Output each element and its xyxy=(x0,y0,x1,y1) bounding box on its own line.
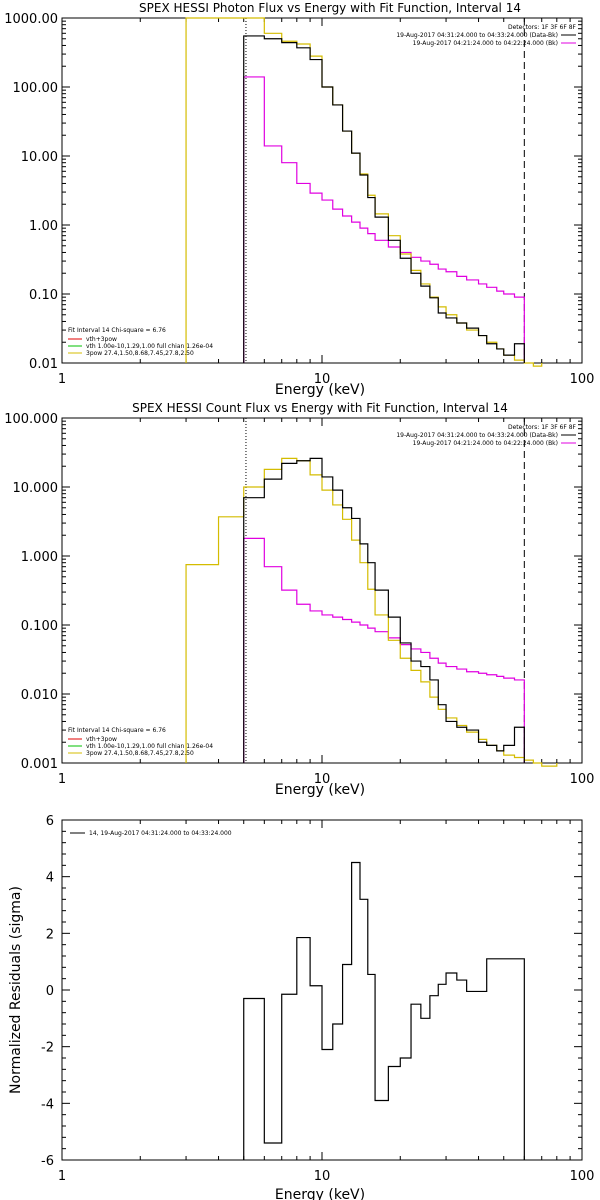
legend-bk: 19-Aug-2017 04:21:24.000 to 04:22:24.000… xyxy=(413,40,558,47)
photon-flux-chart: SPEX HESSI Photon Flux vs Energy with Fi… xyxy=(4,1,595,398)
residuals-chart: 1 10 100 6 4 2 0 -2 -4 -6 Normalized Residuals (s… xyxy=(8,814,595,1200)
y-tick-label: 0.01 xyxy=(29,357,58,372)
legend-total: vth+3pow xyxy=(86,736,117,743)
x-tick-label: 10 xyxy=(314,1169,331,1184)
legend-bk: 19-Aug-2017 04:21:24.000 to 04:22:24.000… xyxy=(413,440,558,447)
legend-3pow: 3pow 27.4,1.50,8.68,7.45,27.8,2.50 xyxy=(86,350,194,357)
bk-histogram xyxy=(243,537,525,763)
legend-label: 14, 19-Aug-2017 04:31:24.000 to 04:33:24… xyxy=(89,830,232,837)
x-tick-label: 10 xyxy=(314,772,331,787)
x-tick-label: 1 xyxy=(58,1169,66,1184)
x-tick-label: 100 xyxy=(570,1169,595,1184)
y-tick-label: 100.00 xyxy=(13,81,59,96)
x-axis-label: Energy (keV) xyxy=(275,1187,365,1200)
chart-title: SPEX HESSI Photon Flux vs Energy with Fi… xyxy=(139,1,521,15)
data-bk-histogram xyxy=(243,35,525,363)
y-tick-label: 0.010 xyxy=(21,688,58,703)
legend-data-bk: 19-Aug-2017 04:31:24.000 to 04:33:24.000… xyxy=(396,432,558,439)
y-tick-label: 10.00 xyxy=(21,150,58,165)
y-tick-label: 6 xyxy=(46,814,54,829)
data-bk-histogram xyxy=(243,457,525,763)
y-tick-label: 1.000 xyxy=(21,550,58,565)
legend-data-bk: 19-Aug-2017 04:31:24.000 to 04:33:24.000… xyxy=(396,32,558,39)
legend-vth: vth 1.00e-10,1.29,1.00 full chian 1.26e-… xyxy=(86,343,213,350)
legend: 14, 19-Aug-2017 04:31:24.000 to 04:33:24… xyxy=(70,830,232,837)
legend-vth: vth 1.00e-10,1.29,1.00 full chian 1.26e-… xyxy=(86,743,213,750)
y-axis-label: Normalized Residuals (sigma) xyxy=(8,886,24,1094)
legend-fit-interval: Fit Interval 14 Chi-square = 6.76 xyxy=(68,727,166,734)
legend-left: Fit Interval 14 Chi-square = 6.76 vth+3p… xyxy=(68,327,213,357)
x-tick-label: 100 xyxy=(570,372,595,387)
fit-histogram xyxy=(185,457,558,767)
y-tick-label: 2 xyxy=(46,927,54,942)
x-axis-label: Energy (keV) xyxy=(275,782,365,798)
x-tick-label: 1 xyxy=(58,772,66,787)
legend-fit-interval: Fit Interval 14 Chi-square = 6.76 xyxy=(68,327,166,334)
y-tick-label: -2 xyxy=(41,1041,54,1056)
chart-title: SPEX HESSI Count Flux vs Energy with Fit… xyxy=(132,401,508,415)
y-tick-label: 0.001 xyxy=(21,757,58,772)
y-tick-label: -6 xyxy=(41,1154,54,1169)
x-axis-label: Energy (keV) xyxy=(275,382,365,398)
legend-detectors: Detectors: 1F 3F 6F 8F xyxy=(508,424,577,431)
residual-histogram xyxy=(243,861,525,1160)
bk-histogram xyxy=(243,76,525,363)
legend-left: Fit Interval 14 Chi-square = 6.76 vth+3p… xyxy=(68,727,213,757)
x-tick-label: 1 xyxy=(58,372,66,387)
y-tick-label: 1.00 xyxy=(29,219,58,234)
fit-histogram xyxy=(185,17,543,367)
y-tick-label: 100.000 xyxy=(4,412,58,427)
y-tick-label: -4 xyxy=(41,1097,54,1112)
y-tick-label: 10.000 xyxy=(13,481,59,496)
y-tick-label: 0.100 xyxy=(21,619,58,634)
y-tick-label: 0 xyxy=(46,984,54,999)
y-tick-label: 0.10 xyxy=(29,288,58,303)
x-tick-label: 10 xyxy=(314,372,331,387)
legend-3pow: 3pow 27.4,1.50,8.68,7.45,27.8,2.50 xyxy=(86,750,194,757)
legend-right: Detectors: 1F 3F 6F 8F 19-Aug-2017 04:31… xyxy=(396,24,576,47)
legend-right: Detectors: 1F 3F 6F 8F 19-Aug-2017 04:31… xyxy=(396,424,576,447)
legend-total: vth+3pow xyxy=(86,336,117,343)
x-tick-label: 100 xyxy=(570,772,595,787)
y-tick-label: 1000.00 xyxy=(4,12,58,27)
count-flux-chart: SPEX HESSI Count Flux vs Energy with Fit… xyxy=(4,401,595,798)
legend-detectors: Detectors: 1F 3F 6F 8F xyxy=(508,24,577,31)
y-tick-label: 4 xyxy=(46,871,54,886)
